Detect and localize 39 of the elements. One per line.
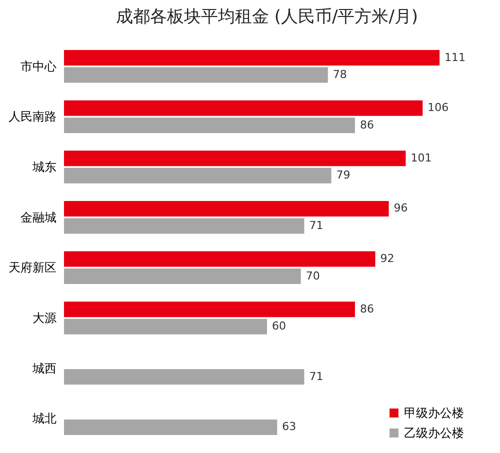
data-label: 106 — [428, 101, 449, 114]
data-label: 92 — [380, 252, 394, 266]
bar — [64, 318, 267, 334]
data-label: 70 — [306, 269, 320, 282]
y-tick-label: 天府新区 — [8, 260, 56, 275]
y-tick-label: 城西 — [32, 361, 56, 376]
bar — [64, 268, 301, 284]
data-label: 60 — [272, 320, 286, 333]
y-tick-label: 城北 — [32, 412, 56, 426]
y-tick-label: 金融城 — [20, 210, 56, 224]
y-tick-label: 城东 — [32, 160, 56, 174]
y-tick-label: 市中心 — [20, 59, 56, 74]
data-label: 86 — [360, 118, 374, 132]
data-label: 79 — [336, 168, 350, 182]
data-label: 63 — [282, 420, 296, 434]
data-label: 96 — [394, 202, 408, 215]
bar — [64, 168, 332, 184]
bar — [64, 67, 328, 83]
bar — [64, 200, 389, 216]
chart-title: 成都各板块平均租金 (人民币/平方米/月) — [116, 7, 418, 27]
data-label: 71 — [309, 370, 324, 383]
y-tick-label: 大源 — [32, 310, 56, 325]
bar — [64, 150, 406, 166]
legend-label: 乙级办公楼 — [404, 426, 464, 440]
bar — [64, 302, 355, 318]
bar — [64, 100, 423, 116]
bar — [64, 251, 376, 267]
data-label: 101 — [410, 151, 432, 164]
bar — [64, 50, 440, 66]
bar — [64, 369, 304, 385]
bar — [64, 419, 278, 435]
bar — [64, 218, 304, 234]
data-label: 86 — [360, 302, 374, 316]
data-label: 71 — [309, 218, 324, 232]
legend-label: 甲级办公楼 — [404, 406, 464, 420]
bar — [64, 118, 355, 134]
data-label: 78 — [332, 68, 347, 82]
y-tick-label: 人民南路 — [8, 110, 56, 124]
data-label: 111 — [444, 50, 466, 64]
